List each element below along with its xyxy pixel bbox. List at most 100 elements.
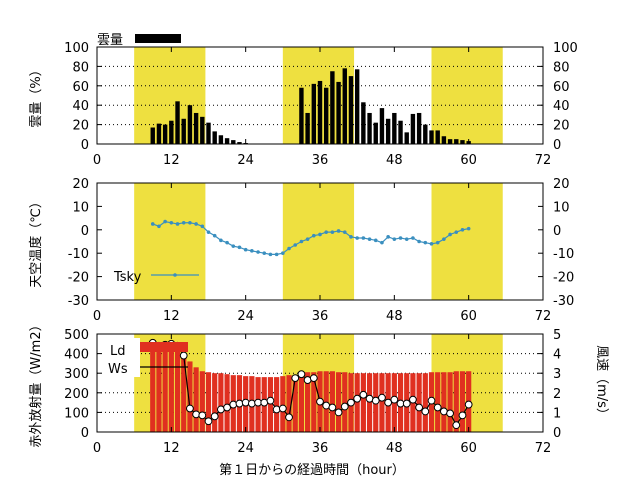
y2-tick-label: 0 [553, 426, 561, 441]
tsky-point [324, 230, 328, 234]
tsky-point [380, 240, 384, 245]
ld-bar [267, 377, 274, 432]
y2-tick-label: 1 [553, 406, 561, 421]
ld-bar [342, 372, 348, 432]
y2-tick-label: -20 [553, 271, 574, 286]
legend-swatch-ld [140, 342, 188, 352]
x-tick-label: 12 [163, 441, 180, 456]
cloud-bar [423, 124, 428, 144]
y2-tick-label: 80 [553, 60, 570, 75]
tsky-point [231, 244, 236, 248]
cloud-bar [385, 118, 391, 144]
x-tick-label: 36 [312, 153, 329, 168]
ld-bar [435, 372, 441, 432]
tsky-point [429, 242, 434, 246]
x-tick-label: 48 [386, 441, 403, 456]
y-tick-label: 100 [64, 406, 89, 421]
ws-point [402, 399, 411, 408]
ld-bar [453, 371, 459, 432]
tsky-point [460, 228, 465, 232]
ld-bar [354, 373, 360, 432]
daylight-band [431, 183, 503, 300]
ws-point [291, 374, 300, 383]
tsky-point [355, 236, 359, 240]
tsky-point [256, 250, 260, 254]
y2-tick-label: 5 [553, 328, 561, 343]
tsky-point [435, 240, 440, 245]
x-tick-label: 72 [535, 153, 552, 168]
tsky-point [392, 237, 397, 241]
tsky-point [349, 235, 353, 239]
tsky-point [287, 246, 291, 251]
y-tick-label: -10 [68, 247, 89, 262]
x-tick-label: 24 [237, 441, 254, 456]
cloud-bar [206, 122, 211, 144]
tsky-point [200, 224, 205, 229]
cloud-bar [354, 69, 360, 144]
tsky-point [373, 238, 378, 243]
cloud-bar [317, 80, 323, 144]
tsky-point [411, 236, 415, 240]
ws-point [347, 398, 355, 407]
x-tick-label: 0 [93, 309, 101, 324]
x-tick-label: 36 [312, 441, 329, 456]
ws-point [328, 403, 337, 412]
ld-bar [298, 373, 305, 432]
x-tick-label: 72 [535, 441, 552, 456]
ws-point [384, 398, 393, 407]
ws-point [266, 396, 275, 405]
ws-point [353, 394, 362, 403]
y-tick-label: 0 [81, 224, 89, 239]
tsky-point [454, 230, 459, 234]
cloud-bar [435, 130, 440, 144]
ld-bar [187, 361, 193, 432]
cloud-bar [299, 87, 304, 144]
cloud-bar [441, 136, 447, 144]
x-tick-label: 0 [93, 441, 101, 456]
tsky-point [423, 240, 428, 245]
cloud-bar [231, 140, 236, 144]
y-tick-label: 40 [72, 99, 89, 114]
x-tick-label: 24 [237, 153, 254, 168]
ld-bar [199, 371, 205, 432]
tsky-point [342, 230, 347, 234]
ld-bar [280, 376, 286, 432]
cloud-bar [200, 116, 205, 144]
ld-bar [335, 372, 342, 432]
ws-point [371, 396, 380, 405]
ld-bar [156, 344, 162, 432]
cloud-bar [398, 120, 403, 144]
cloud-bar [379, 108, 385, 144]
x-tick-label: 24 [237, 309, 254, 324]
ws-point [235, 399, 244, 408]
tsky-point [386, 235, 390, 239]
x-tick-label: 60 [460, 153, 477, 168]
tsky-point [262, 251, 267, 255]
ld-bar [168, 345, 174, 432]
ws-point [390, 395, 399, 404]
ld-bar [205, 372, 212, 432]
tsky-point [206, 230, 211, 234]
legend-label-ws: Ws [108, 362, 128, 377]
tsky-point [367, 237, 372, 241]
tsky-point [219, 238, 223, 243]
cloud-bar [162, 124, 168, 144]
daylight-band [431, 47, 503, 144]
ws-point [204, 417, 213, 426]
cloud-bar [218, 135, 224, 144]
cloud-bar [454, 139, 459, 144]
tsky-point [281, 251, 285, 255]
ws-point [452, 421, 461, 430]
tsky-point [361, 236, 366, 240]
legend-label-ld: Ld [110, 344, 126, 359]
ws-point [409, 395, 417, 404]
tsky-point [237, 245, 242, 250]
cloud-bar [311, 83, 317, 144]
ws-point [378, 393, 386, 402]
legend-bg-ld [98, 338, 140, 360]
tsky-point [225, 240, 229, 245]
y-tick-label: 0 [81, 138, 89, 153]
y2-tick-label: 20 [553, 177, 570, 192]
ws-point [192, 410, 201, 419]
